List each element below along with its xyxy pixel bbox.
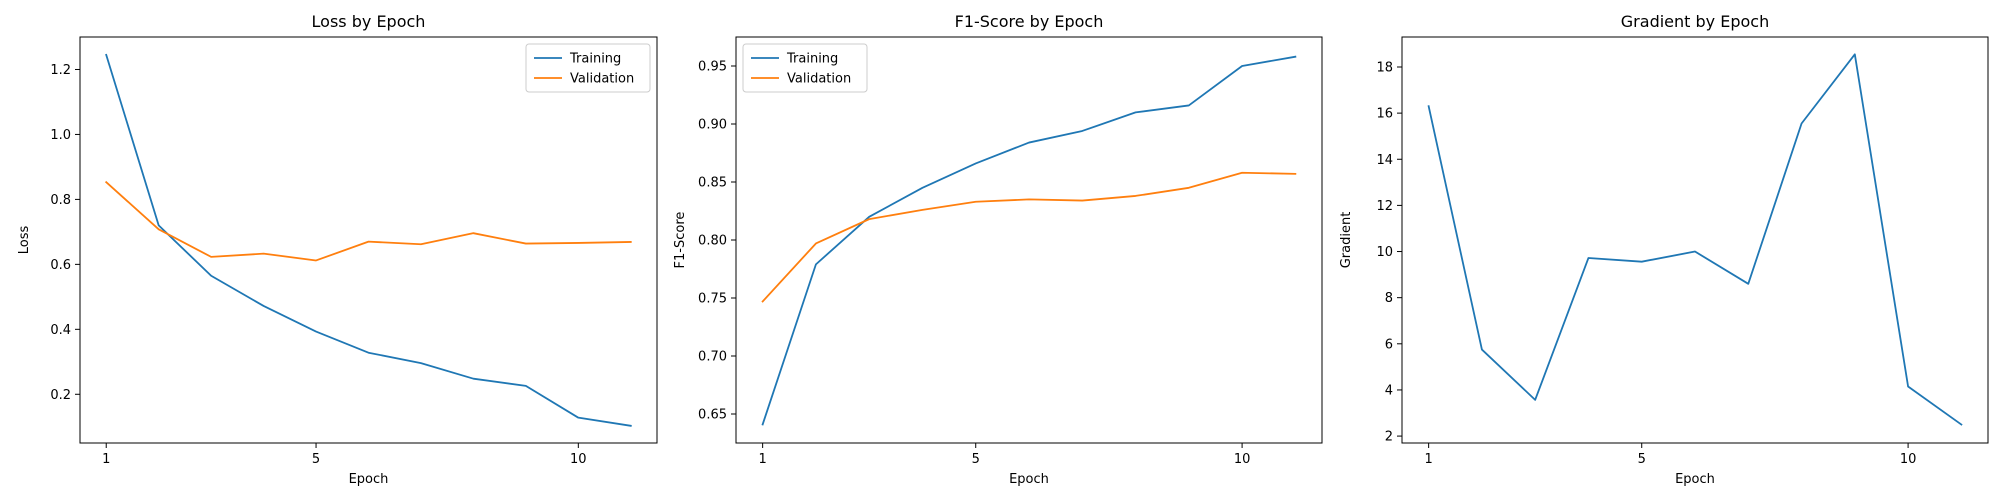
chart-2-y-tick-label: 0.70 bbox=[698, 350, 727, 365]
chart-1: Loss by Epoch 1 5 10 0.2 0.4 0.6 0.8 1.0 1.2 Epoch… bbox=[17, 12, 658, 487]
chart-1-series-validation-line bbox=[104, 180, 632, 262]
chart-2-series-training-line bbox=[761, 55, 1297, 426]
chart-3-y-tick-label: 16 bbox=[1376, 107, 1393, 122]
chart-2-legend-label-validation: Validation bbox=[787, 72, 851, 87]
chart-2-x-tick-label: 10 bbox=[1234, 452, 1251, 467]
chart-3-x-tick-label: 10 bbox=[1900, 452, 1917, 467]
chart-3-y-tick-label: 4 bbox=[1385, 383, 1393, 398]
chart-3-y-tick-label: 2 bbox=[1385, 430, 1393, 445]
chart-3-plot-frame bbox=[1401, 36, 1989, 444]
chart-2-x-tick-label: 1 bbox=[758, 452, 766, 467]
chart-3-series-line-line bbox=[1427, 53, 1963, 426]
chart-2-y-tick-label: 0.85 bbox=[698, 176, 727, 191]
chart-3-y-tick-label: 10 bbox=[1376, 245, 1393, 260]
chart-1-y-tick-label: 1.0 bbox=[50, 128, 71, 143]
chart-2-y-tick-label: 0.75 bbox=[698, 292, 727, 307]
chart-1-legend: Training Validation bbox=[525, 43, 651, 93]
chart-1-y-tick-label: 0.4 bbox=[50, 323, 71, 338]
chart-1-x-tick-label: 5 bbox=[312, 452, 320, 467]
chart-2-legend: Training Validation bbox=[742, 43, 868, 93]
chart-1-legend-box bbox=[525, 43, 651, 93]
chart-2-x-axis-label: Epoch bbox=[1009, 472, 1049, 487]
chart-3: Gradient by Epoch 1 5 10 2 4 6 8 10 12 14 16 18 Epoch… bbox=[1339, 12, 1989, 487]
chart-2-x-tick-label: 5 bbox=[972, 452, 980, 467]
chart-3-y-tick-label: 12 bbox=[1376, 199, 1393, 214]
chart-3-x-tick-label: 1 bbox=[1424, 452, 1432, 467]
chart-3-y-tick-label: 8 bbox=[1385, 291, 1393, 306]
chart-1-plot-frame bbox=[79, 36, 658, 444]
chart-3-y-tick-label: 14 bbox=[1376, 153, 1393, 168]
chart-2-y-tick-label: 0.65 bbox=[698, 408, 727, 423]
chart-2-y-tick-label: 0.80 bbox=[698, 234, 727, 249]
chart-1-series-training-line bbox=[105, 53, 632, 427]
chart-2-series-validation-line bbox=[761, 171, 1297, 303]
chart-3-y-tick-label: 18 bbox=[1376, 60, 1393, 75]
chart-1-x-tick-label: 1 bbox=[102, 452, 110, 467]
chart-3-x-tick-label: 5 bbox=[1638, 452, 1646, 467]
chart-1-y-tick-label: 0.8 bbox=[50, 193, 71, 208]
chart-1-x-axis-label: Epoch bbox=[349, 472, 389, 487]
chart-3-y-tick-label: 6 bbox=[1385, 337, 1393, 352]
chart-3-y-axis-label: Gradient bbox=[1339, 212, 1354, 269]
chart-1-x-tick-label: 10 bbox=[570, 452, 587, 467]
chart-2-y-axis-label: F1-Score bbox=[673, 212, 688, 269]
chart-3-x-axis-label: Epoch bbox=[1675, 472, 1715, 487]
chart-2-y-tick-label: 0.95 bbox=[698, 60, 727, 75]
chart-2-title: F1-Score by Epoch bbox=[955, 12, 1104, 31]
chart-2-legend-box bbox=[742, 43, 868, 93]
chart-1-y-axis-label: Loss bbox=[17, 226, 32, 255]
chart-1-y-tick-label: 0.6 bbox=[50, 258, 71, 273]
chart-3-title: Gradient by Epoch bbox=[1621, 12, 1769, 31]
chart-2-y-tick-label: 0.90 bbox=[698, 118, 727, 133]
chart-1-title: Loss by Epoch bbox=[312, 12, 426, 31]
chart-2: F1-Score by Epoch 1 5 10 0.65 0.70 0.75 0.80 0.8… bbox=[673, 12, 1323, 487]
chart-1-y-tick-label: 0.2 bbox=[50, 388, 71, 403]
chart-1-y-tick-label: 1.2 bbox=[50, 63, 71, 78]
chart-1-legend-label-validation: Validation bbox=[570, 72, 634, 87]
chart-2-legend-label-training: Training bbox=[786, 52, 838, 67]
chart-1-legend-label-training: Training bbox=[569, 52, 621, 67]
